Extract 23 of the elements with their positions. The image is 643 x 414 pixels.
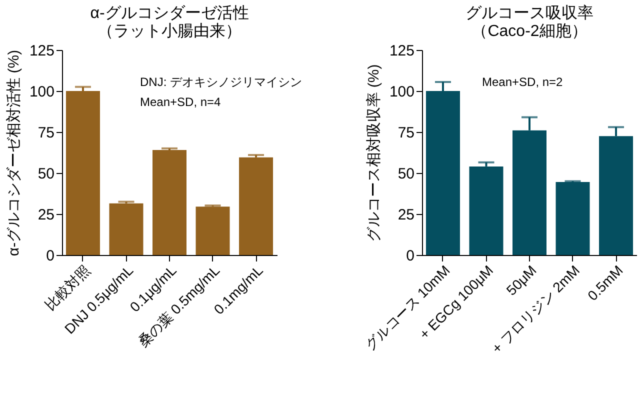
- y-tick-label: 0: [406, 248, 414, 264]
- text: グルコース吸収率: [466, 5, 594, 22]
- annotation: Mean+SD, n=4: [140, 95, 222, 109]
- y-tick-label: 50: [398, 166, 414, 182]
- y-axis-title: α-グルコシダーゼ相対活性 (%): [5, 50, 22, 256]
- annotation: Mean+SD, n=2: [482, 75, 564, 89]
- bar: [66, 91, 100, 255]
- y-tick-label: 25: [398, 206, 414, 224]
- y-tick-label: 0: [46, 248, 54, 264]
- y-axis-title: グルコース相対吸収率 (%): [365, 64, 382, 242]
- y-tick-label: 125: [29, 42, 54, 60]
- text: α-グルコシダーゼ活性: [90, 5, 249, 22]
- y-tick-label: 100: [389, 84, 414, 100]
- y-tick-label: 125: [389, 42, 414, 60]
- bar: [469, 166, 504, 255]
- y-tick-label: 100: [29, 84, 54, 100]
- y-tick-label: 50: [38, 166, 54, 182]
- text: （ラット小腸由来）: [98, 23, 242, 40]
- y-tick-label: 25: [38, 206, 54, 224]
- y-tick-label: 75: [38, 124, 54, 142]
- text: （Caco-2細胞）: [472, 23, 588, 40]
- y-tick-label: 75: [398, 124, 414, 142]
- annotation: DNJ: デオキシノジリマイシン: [140, 75, 302, 89]
